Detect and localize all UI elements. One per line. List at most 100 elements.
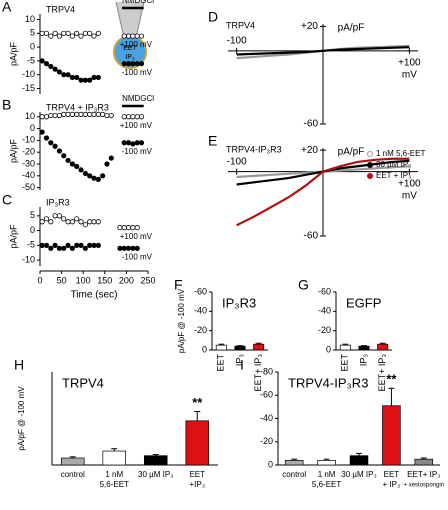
y-tick-label: 0 <box>30 41 35 51</box>
bar <box>414 458 434 466</box>
y-tick-label: -60 <box>260 390 273 400</box>
x-tick-label: IP₃ <box>358 354 368 367</box>
annotation: NMDGCl <box>122 0 154 5</box>
data-point <box>95 242 101 248</box>
x-tick-label: 1 nM <box>105 470 123 479</box>
data-point <box>95 111 101 117</box>
y-tick-label: 0 <box>30 225 35 235</box>
y-tick-label: -40 <box>22 170 35 180</box>
x-tick-label: EET <box>189 470 205 479</box>
data-point <box>91 175 97 181</box>
panel-letter: B <box>2 97 11 113</box>
x-tick-label: 5,6-EET <box>312 480 341 489</box>
data-point <box>87 173 93 179</box>
x-tick-label: 200 <box>119 275 134 285</box>
data-point <box>61 245 67 251</box>
data-point <box>52 66 58 72</box>
data-point <box>82 170 88 177</box>
data-point <box>43 242 50 248</box>
data-point <box>56 245 63 251</box>
panel: B 10 0 -10 -20-30 -40 -50 pA/pF TRPV4 + IP₃R3 NMD… <box>2 94 154 192</box>
data-point <box>74 74 80 81</box>
y-tick-label: 10 <box>25 14 35 24</box>
data-point <box>87 30 93 36</box>
significance: ** <box>386 372 397 387</box>
y-tick-label: -40 <box>194 306 207 316</box>
y-tick-label: 0 <box>326 344 331 354</box>
series-line <box>236 157 410 227</box>
x-tick-label: EET+ IP₃ <box>407 470 440 479</box>
x-tick-label: +100 <box>398 57 421 68</box>
data-point <box>95 74 101 81</box>
legend-marker <box>367 162 373 168</box>
data-point <box>104 112 110 119</box>
data-point <box>138 33 145 39</box>
bar <box>234 345 246 351</box>
data-point <box>117 225 123 231</box>
data-point <box>39 30 45 36</box>
x-tick-label: -100 <box>227 35 247 46</box>
data-point <box>74 242 80 248</box>
series-label: -100 mV <box>122 252 153 261</box>
data-point <box>61 72 67 78</box>
data-point <box>48 219 54 225</box>
data-point <box>52 242 58 248</box>
panel-title: TRPV4 <box>46 4 75 14</box>
panel-title: TRPV4 <box>62 375 104 390</box>
data-point <box>69 111 76 117</box>
x-tick-label: EET+ IP₃ <box>377 354 387 392</box>
data-point <box>134 245 140 251</box>
data-point <box>56 148 63 154</box>
data-point <box>74 216 80 222</box>
data-point <box>100 173 106 179</box>
y-tick-label: -20 <box>194 325 207 335</box>
data-point <box>48 140 54 146</box>
panel: F -60 -40 -20 0 pA/pF @ -100 mV IP₃R3 EET IP₃ EET… <box>174 277 268 392</box>
panel-letter: G <box>298 277 309 293</box>
x-axis-label: mV <box>402 69 417 80</box>
x-tick-label: +100 <box>398 178 421 189</box>
x-tick-label: 0 <box>37 275 42 285</box>
bar <box>377 343 389 351</box>
data-point <box>95 30 101 36</box>
panel: HpA/pF @ -100 mV TRPV4 control 1 nM5,6-EET 3… <box>14 357 218 489</box>
data-point <box>130 33 136 39</box>
data-point <box>121 245 127 251</box>
series-label: +100 mV <box>120 232 153 241</box>
panel: E +20 -60 -100 +100 pA/pF mV TRPV4-IP₃R3 1 nM 5,… <box>208 133 425 242</box>
x-tick-label: 150 <box>97 275 112 285</box>
data-point <box>134 61 140 67</box>
data-point <box>82 111 88 117</box>
data-point <box>117 245 123 251</box>
data-point <box>130 225 136 231</box>
data-point <box>91 33 97 39</box>
data-point <box>39 219 45 225</box>
bar <box>60 457 85 466</box>
data-point <box>43 30 50 36</box>
data-point <box>52 30 58 36</box>
y-axis-label: pA/pF <box>8 224 18 249</box>
data-point <box>65 157 71 164</box>
x-tick-label: EET+ IP₃ <box>253 354 263 392</box>
y-tick-label: 5 <box>30 210 35 220</box>
data-point <box>91 74 97 81</box>
data-point <box>48 33 54 39</box>
y-tick-label: -60 <box>318 286 331 296</box>
data-point <box>134 140 140 146</box>
panel-letter: A <box>2 0 12 15</box>
x-tick-label: EET <box>384 470 400 479</box>
x-tick-label: 50 <box>57 275 67 285</box>
y-tick-label: -20 <box>22 147 35 157</box>
data-point <box>65 242 71 248</box>
data-point <box>74 111 80 117</box>
data-point <box>87 111 93 117</box>
y-tick-label: -20 <box>318 325 331 335</box>
x-tick-label: 30 µM IP₃ <box>138 470 173 479</box>
x-tick-label: 100 <box>76 275 91 285</box>
bar <box>339 344 351 351</box>
panel-title: EGFP <box>346 295 381 310</box>
y-tick-label: -60 <box>304 231 319 242</box>
panel-title: IP₃R3 <box>222 295 256 310</box>
y-tick-label: -50 <box>22 182 35 192</box>
